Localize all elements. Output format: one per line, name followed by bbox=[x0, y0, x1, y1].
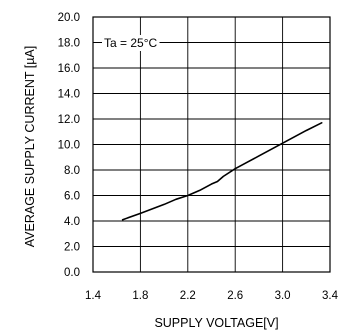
x-tick-label: 2.6 bbox=[227, 290, 243, 302]
y-tick-label: 2.0 bbox=[64, 242, 80, 254]
x-tick-labels: 1.4 1.8 2.2 2.6 3.0 3.4 bbox=[85, 290, 339, 302]
y-tick-label: 0.0 bbox=[64, 267, 80, 279]
annotation-background bbox=[102, 35, 160, 51]
annotation-group: Ta = 25°C bbox=[102, 35, 160, 51]
y-tick-label: 16.0 bbox=[58, 63, 80, 75]
x-tick-label: 1.8 bbox=[132, 290, 148, 302]
y-tick-label: 6.0 bbox=[64, 191, 80, 203]
y-tick-label: 8.0 bbox=[64, 165, 80, 177]
y-tick-label: 10.0 bbox=[58, 140, 80, 152]
y-tick-label: 14.0 bbox=[58, 89, 80, 101]
y-tick-label: 20.0 bbox=[58, 12, 80, 24]
series-line bbox=[121, 122, 323, 221]
annotation-label: Ta = 25°C bbox=[104, 36, 157, 50]
y-tick-label: 18.0 bbox=[58, 38, 80, 50]
x-tick-label: 2.2 bbox=[180, 290, 196, 302]
y-axis-title: AVERAGE SUPPLY CURRENT [µA] bbox=[23, 46, 37, 247]
y-tick-label: 12.0 bbox=[58, 114, 80, 126]
series-layer bbox=[121, 122, 323, 221]
grid-lines bbox=[93, 17, 330, 272]
plot-frame bbox=[92, 16, 331, 273]
x-tick-label: 3.0 bbox=[275, 290, 291, 302]
x-axis-title: SUPPLY VOLTAGE[V] bbox=[154, 316, 278, 330]
y-tick-labels: 0.0 2.0 4.0 6.0 8.0 10.0 12.0 14.0 16.0 18.0 20.0 bbox=[58, 12, 80, 279]
x-tick-label: 3.4 bbox=[322, 290, 339, 302]
x-tick-label: 1.4 bbox=[85, 290, 102, 302]
y-tick-label: 4.0 bbox=[64, 216, 80, 228]
